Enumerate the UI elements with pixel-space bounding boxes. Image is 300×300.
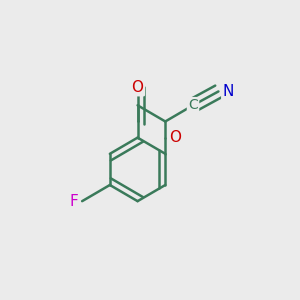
Text: N: N (223, 84, 234, 99)
Text: O: O (169, 130, 181, 145)
Text: F: F (69, 194, 78, 209)
Text: C: C (188, 98, 198, 112)
Text: O: O (132, 80, 144, 95)
